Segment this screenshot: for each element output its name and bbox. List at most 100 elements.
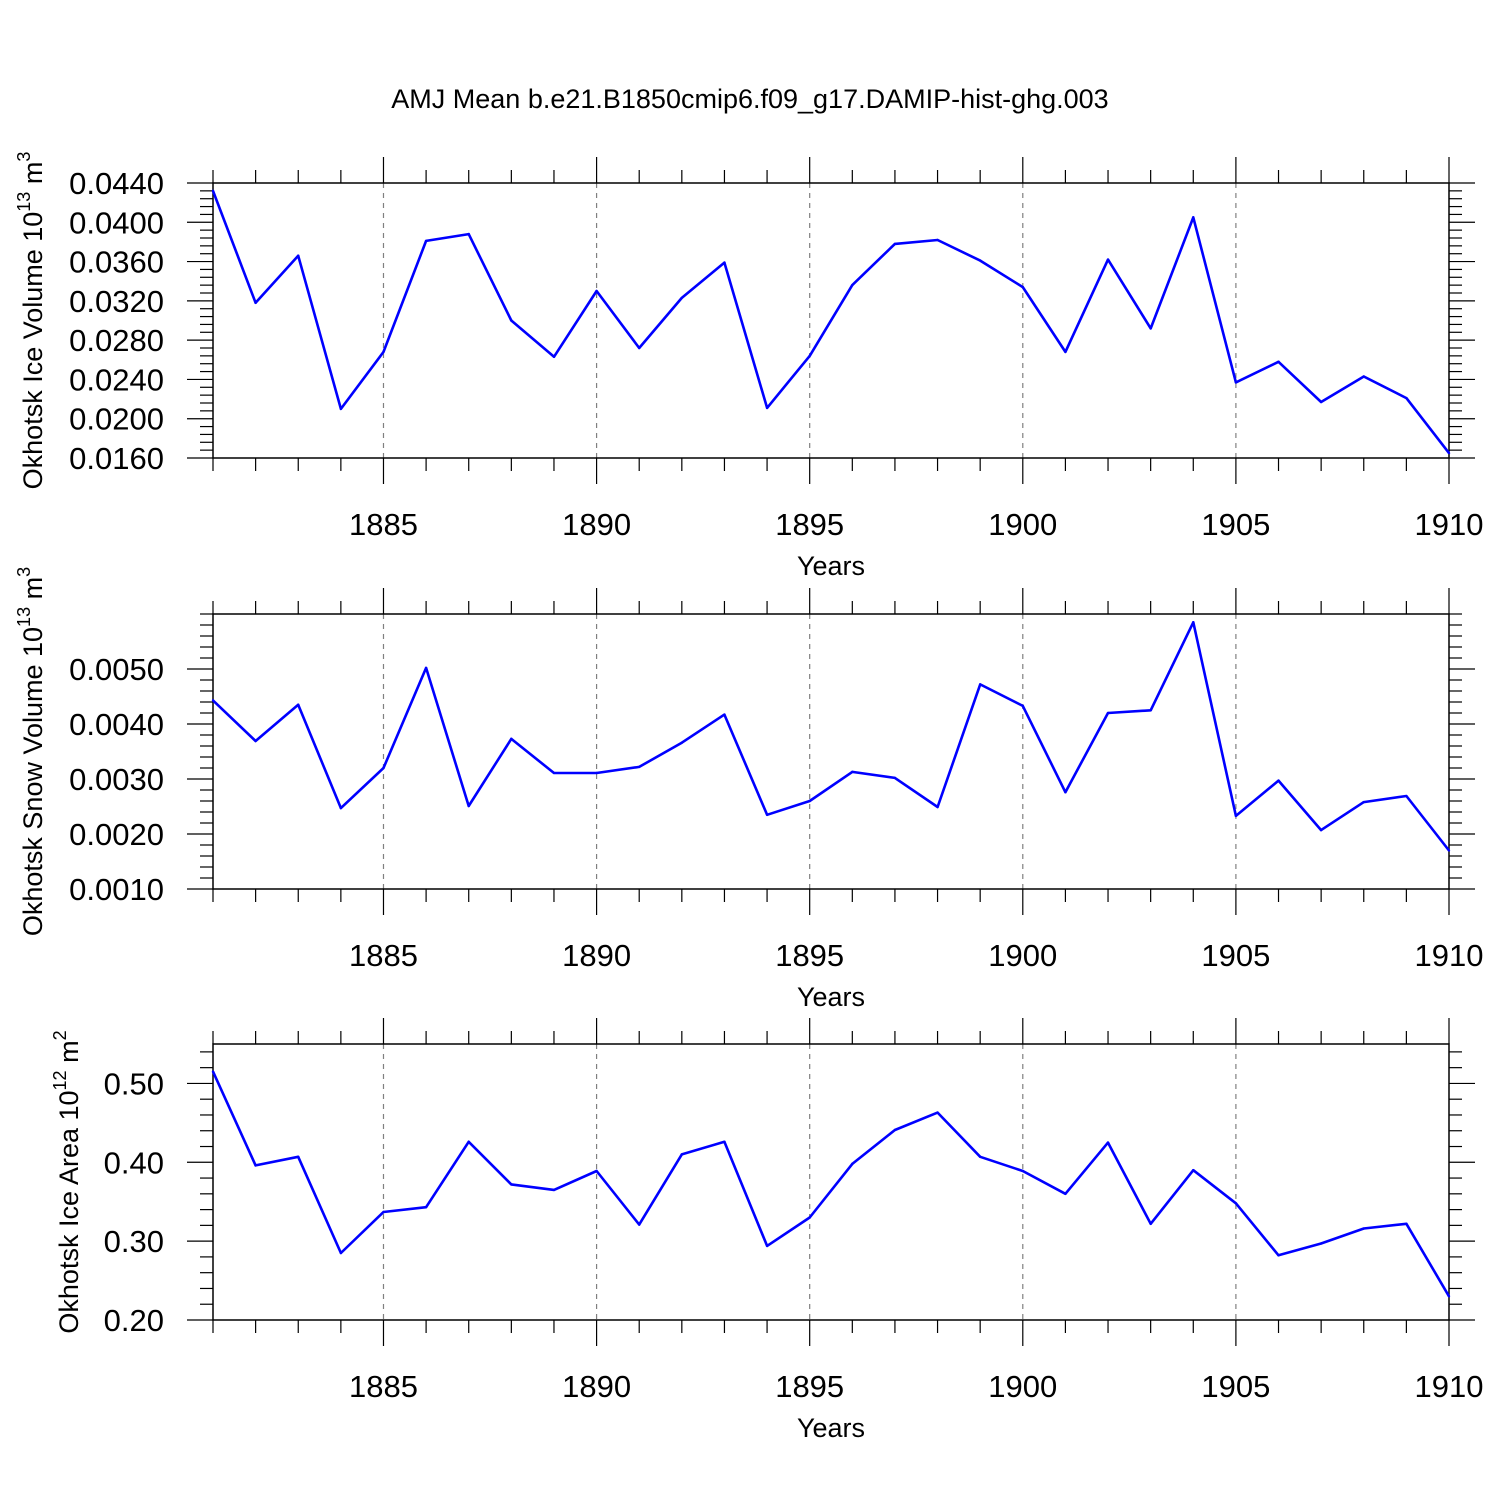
y-axis-label-text: Okhotsk Snow Volume 10 [18, 627, 48, 936]
y-tick-label: 0.0200 [69, 402, 164, 437]
x-axis-label: Years [797, 551, 865, 581]
data-point [1362, 1227, 1365, 1230]
data-point [808, 354, 811, 358]
y-tick-label: 0.0400 [69, 205, 164, 240]
data-point [851, 1162, 854, 1166]
data-point [382, 1210, 385, 1214]
data-point [1106, 258, 1110, 261]
data-point [297, 1155, 300, 1158]
data-point [936, 1111, 939, 1114]
data-point [1106, 711, 1110, 715]
x-axis-label: Years [797, 982, 865, 1012]
data-point [1149, 1222, 1152, 1225]
data-point [1447, 1295, 1451, 1298]
y-tick-label: 0.40 [104, 1145, 164, 1180]
y-axis-label-text: Okhotsk Ice Volume 10 [18, 212, 48, 490]
data-point [638, 765, 641, 769]
data-point [638, 346, 641, 350]
y-axis-label-unit-exponent: 3 [14, 152, 34, 162]
y-axis-label: Okhotsk Ice Area 1012 m2 [50, 1030, 84, 1333]
data-point [552, 355, 556, 359]
data-point [1021, 285, 1024, 289]
data-point [595, 289, 598, 293]
data-point [723, 713, 726, 716]
data-point [1021, 1169, 1024, 1173]
x-tick-label: 1890 [562, 1369, 631, 1404]
x-tick-label: 1900 [988, 1369, 1057, 1404]
y-tick-label: 0.0020 [69, 817, 164, 852]
y-axis-label: Okhotsk Snow Volume 1013 m3 [14, 567, 48, 936]
data-point [552, 1188, 556, 1192]
y-axis-label-unit: m [18, 162, 48, 192]
plot-frame [212, 613, 1450, 890]
y-tick-label: 0.30 [104, 1224, 164, 1259]
y-axis-label-exponent: 13 [14, 192, 34, 212]
y-axis-label: Okhotsk Ice Volume 1013 m3 [14, 152, 48, 490]
x-tick-label: 1910 [1415, 507, 1484, 542]
data-point [1192, 1168, 1195, 1172]
data-point [765, 406, 769, 410]
x-tick-label: 1895 [775, 507, 844, 542]
data-point [424, 1206, 428, 1209]
data-point [297, 254, 300, 257]
data-point [1149, 709, 1152, 712]
x-tick-label: 1905 [1201, 507, 1270, 542]
y-tick-label: 0.0240 [69, 362, 164, 397]
data-point [1319, 1242, 1323, 1245]
data-point [1064, 350, 1067, 354]
y-tick-label: 0.0440 [69, 166, 164, 201]
figure-title: AMJ Mean b.e21.B1850cmip6.f09_g17.DAMIP-… [391, 84, 1108, 114]
data-point [1405, 1222, 1408, 1225]
data-point [978, 259, 982, 262]
data-point [851, 283, 854, 287]
data-point [339, 1251, 343, 1255]
data-point [339, 806, 343, 810]
x-tick-label: 1905 [1201, 1369, 1270, 1404]
data-point [382, 350, 385, 354]
data-point [510, 319, 513, 322]
x-tick-label: 1895 [775, 938, 844, 973]
data-point [808, 1216, 811, 1219]
data-point [1149, 327, 1152, 330]
data-point [1064, 1192, 1067, 1196]
plot-frame [212, 1043, 1450, 1321]
y-axis-label-unit-exponent: 3 [14, 567, 34, 577]
data-point [595, 771, 598, 775]
data-point [339, 407, 343, 411]
data-series-line [211, 1071, 1451, 1297]
data-point [680, 1153, 684, 1156]
data-point [1277, 360, 1280, 363]
data-point [936, 238, 939, 242]
data-point [254, 739, 257, 743]
data-point [1405, 396, 1408, 400]
y-tick-label: 0.0050 [69, 652, 164, 687]
x-axis-label: Years [797, 1413, 865, 1443]
data-point [297, 703, 300, 706]
data-point [1234, 381, 1238, 384]
data-point [382, 766, 385, 770]
data-point [510, 1183, 513, 1186]
x-tick-label: 1910 [1415, 938, 1484, 973]
data-point [1319, 400, 1323, 404]
data-point [1362, 800, 1365, 804]
y-tick-label: 0.0360 [69, 245, 164, 280]
x-tick-label: 1905 [1201, 938, 1270, 973]
data-point [1447, 451, 1451, 455]
data-point [723, 261, 726, 264]
y-axis-label-text: Okhotsk Ice Area 10 [54, 1090, 84, 1333]
data-point [1021, 704, 1024, 708]
data-point [467, 232, 470, 236]
data-point [851, 770, 854, 774]
data-point [1192, 216, 1195, 219]
panel-3: 1885 1890 1895 1900 1905 1910 Years 0.20 0.30 0.4… [50, 1018, 1483, 1443]
panel-2: 1885 1890 1895 1900 1905 1910 Years 0.0010 0.002… [14, 567, 1483, 1012]
data-point [765, 1244, 769, 1248]
y-axis-label-exponent: 12 [50, 1070, 70, 1090]
data-point [680, 741, 684, 744]
data-point [1362, 375, 1365, 378]
y-axis-label-exponent: 13 [14, 607, 34, 627]
data-point [424, 239, 428, 243]
x-tick-label: 1900 [988, 938, 1057, 973]
data-point [1405, 794, 1408, 798]
x-tick-label: 1895 [775, 1369, 844, 1404]
